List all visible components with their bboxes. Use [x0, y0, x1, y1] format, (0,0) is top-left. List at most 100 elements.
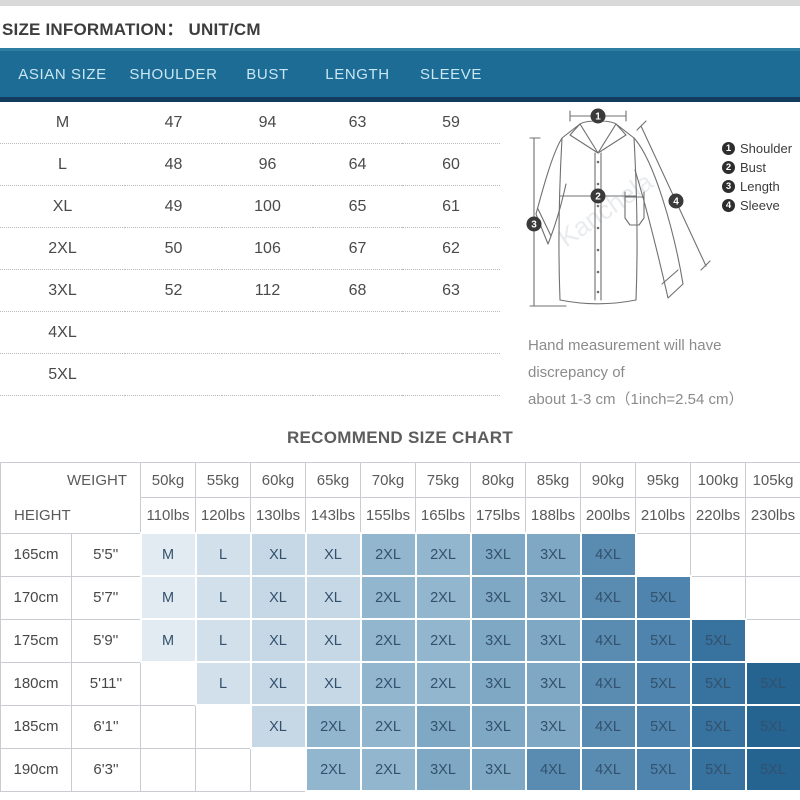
size-column-header: SLEEVE	[402, 48, 500, 102]
size-recommend-cell: XL	[249, 704, 307, 749]
height-ft-cell: 6'1''	[71, 704, 141, 749]
size-label-cell: L	[0, 143, 125, 186]
weight-lbs-header: 143lbs	[305, 497, 361, 534]
weight-kg-header: 60kg	[250, 462, 306, 498]
legend-number-badge: 4	[722, 199, 735, 212]
shirt-body-outline	[558, 137, 638, 305]
weight-lbs-header: 165lbs	[415, 497, 471, 534]
size-recommend-empty-cell	[635, 532, 691, 577]
point-2-number: 2	[595, 192, 601, 203]
legend-number-badge: 2	[722, 161, 735, 174]
size-label-cell: 3XL	[0, 269, 125, 312]
top-border-strip	[0, 0, 800, 6]
size-column-header: LENGTH	[313, 48, 402, 102]
height-cm-cell: 170cm	[0, 575, 72, 620]
size-label-cell: XL	[0, 185, 125, 228]
chart-row: 170cm 5'7'' M L XL XL 2XL 2XL 3XL 3XL 4XL 5XL	[0, 575, 800, 620]
weight-kg-header: 55kg	[195, 462, 251, 498]
chest-pocket	[624, 191, 645, 226]
left-cuff-line	[537, 208, 552, 237]
size-recommend-cell: 4XL	[579, 704, 637, 749]
collar-outline	[569, 120, 627, 154]
size-recommend-empty-cell	[195, 747, 251, 792]
size-table-body: M 47 94 63 59 L 48 96 64 60 XL 49 100 65 61 2XL 50 106 67 6…	[0, 99, 800, 396]
size-recommend-cell: 3XL	[414, 747, 472, 792]
size-recommend-cell: 5XL	[634, 704, 692, 749]
size-value-cell: 62	[402, 227, 500, 270]
weight-kg-header: 95kg	[635, 462, 691, 498]
size-recommend-cell: 2XL	[414, 575, 472, 620]
size-recommend-cell: 3XL	[469, 618, 527, 663]
size-recommend-cell: XL	[249, 532, 307, 577]
size-recommend-cell: XL	[304, 661, 362, 706]
size-value-cell: 50	[125, 227, 222, 270]
weight-lbs-header: 175lbs	[470, 497, 526, 534]
size-info-table: ASIAN SIZE SHOULDER BUST LENGTH SLEEVE M 47 94…	[0, 48, 800, 396]
height-ft-cell: 5'11''	[71, 661, 141, 706]
size-value-cell: 100	[222, 185, 313, 228]
size-label-cell: M	[0, 99, 125, 144]
size-recommend-cell: 5XL	[689, 618, 747, 663]
legend-item-label: Length	[740, 179, 780, 194]
size-value-cell	[313, 353, 402, 396]
weight-kg-header: 80kg	[470, 462, 526, 498]
measure-legend: 1 Shoulder 2 Bust 3 Length 4 Sleeve	[722, 139, 792, 215]
size-recommend-cell: L	[194, 532, 252, 577]
size-information-title: SIZE INFORMATION： UNIT/CM	[2, 20, 261, 39]
size-value-cell	[222, 311, 313, 354]
chart-row: 185cm 6'1'' XL 2XL 2XL 3XL 3XL 3XL 4XL 5XL 5XL 5XL	[0, 704, 800, 749]
size-recommend-empty-cell	[140, 747, 196, 792]
chart-row: 190cm 6'3'' 2XL 2XL 3XL 3XL 4XL 4XL 5XL 5XL 5XL	[0, 747, 800, 792]
size-value-cell: 94	[222, 99, 313, 144]
size-recommend-cell: L	[194, 661, 252, 706]
size-header-filler	[500, 48, 800, 102]
height-weight-axis-cell: WEIGHT HEIGHT	[0, 462, 141, 534]
weight-lbs-header: 200lbs	[580, 497, 636, 534]
weight-kg-header: 75kg	[415, 462, 471, 498]
right-cuff-line	[661, 269, 679, 285]
height-cm-cell: 165cm	[0, 532, 72, 577]
size-recommend-cell: 5XL	[689, 704, 747, 749]
size-recommend-cell: 5XL	[634, 618, 692, 663]
size-recommend-cell: 2XL	[304, 704, 362, 749]
size-recommend-cell: 3XL	[524, 532, 582, 577]
shirt-watermark: Kanchela	[552, 166, 658, 253]
size-recommend-empty-cell	[140, 704, 196, 749]
size-recommend-cell: 5XL	[744, 704, 800, 749]
point-1-number: 1	[595, 112, 601, 123]
legend-item: 4 Sleeve	[722, 196, 792, 215]
size-recommend-empty-cell	[745, 618, 800, 663]
chart-body: 165cm 5'5'' M L XL XL 2XL 2XL 3XL 3XL 4XL 170cm 5'7'…	[0, 532, 800, 792]
size-recommend-cell: 2XL	[359, 575, 417, 620]
right-sleeve-outline	[633, 137, 684, 299]
size-recommend-cell: 4XL	[579, 618, 637, 663]
size-row: M 47 94 63 59	[0, 99, 800, 144]
size-value-cell: 47	[125, 99, 222, 144]
size-recommend-cell: 3XL	[524, 575, 582, 620]
size-recommend-cell: 3XL	[524, 661, 582, 706]
size-value-cell: 65	[313, 185, 402, 228]
size-recommend-cell: 5XL	[744, 747, 800, 792]
weight-kg-header: 65kg	[305, 462, 361, 498]
legend-item-label: Shoulder	[740, 141, 793, 156]
height-cm-cell: 180cm	[0, 661, 72, 706]
size-recommend-cell: 2XL	[359, 747, 417, 792]
point-3-number: 3	[531, 220, 537, 231]
size-recommend-cell: M	[139, 575, 197, 620]
weight-kg-header: 70kg	[360, 462, 416, 498]
height-cm-cell: 175cm	[0, 618, 72, 663]
recommend-chart-title: RECOMMEND SIZE CHART	[286, 428, 514, 447]
size-recommend-cell: L	[194, 618, 252, 663]
size-recommend-cell: XL	[249, 661, 307, 706]
size-row: 3XL 52 112 68 63	[0, 269, 800, 312]
size-value-cell: 68	[313, 269, 402, 312]
size-recommend-cell: XL	[249, 575, 307, 620]
size-recommend-empty-cell	[745, 575, 800, 620]
weight-lbs-header: 210lbs	[635, 497, 691, 534]
size-recommend-cell: 2XL	[359, 704, 417, 749]
note-line-1: Hand measurement will have discrepancy o…	[528, 337, 722, 381]
size-value-cell	[402, 353, 500, 396]
weight-lbs-header: 188lbs	[525, 497, 581, 534]
height-ft-cell: 5'9''	[71, 618, 141, 663]
